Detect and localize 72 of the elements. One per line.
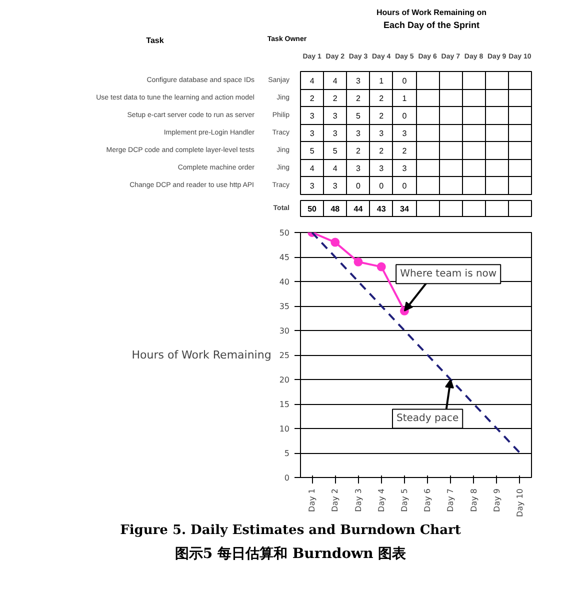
data-label: 0 xyxy=(402,182,408,191)
text: 图示5 每日估算和 Burndown 图表 xyxy=(174,546,408,563)
x-tick-label: Day 2 xyxy=(330,488,340,512)
x-tick-label: Day 4 xyxy=(376,488,386,512)
y-tick-label: 10 xyxy=(279,424,290,434)
data-label: 0 xyxy=(379,182,384,191)
y-axis-title: Task xyxy=(145,35,165,46)
chart-title: Hours of Work Remaining on xyxy=(375,7,488,18)
data-label: 4 xyxy=(310,164,315,174)
data-label: 1 xyxy=(402,94,408,103)
data-label: 3 xyxy=(310,182,315,191)
data-label: 48 xyxy=(330,204,340,214)
data-label: 5 xyxy=(332,146,338,156)
data-label: 50 xyxy=(308,204,318,214)
y-tick-label: 35 xyxy=(279,302,290,311)
x-tick-label: Day 5 xyxy=(400,488,409,512)
data-label: 5 xyxy=(310,146,315,156)
data-label: 3 xyxy=(356,164,362,174)
data-label: 3 xyxy=(379,129,384,138)
data-label: 3 xyxy=(402,129,408,138)
data-label: 3 xyxy=(402,164,408,174)
data-label: 4 xyxy=(332,76,338,86)
data-label: 0 xyxy=(402,111,408,120)
x-tick-label: Day 10 xyxy=(515,488,524,518)
data-label: 2 xyxy=(356,146,362,156)
data-label: 3 xyxy=(332,111,338,120)
chart-subtitle: Each Day of the Sprint xyxy=(382,19,481,32)
data-label: 2 xyxy=(402,146,408,156)
x-tick-label: Day 7 xyxy=(446,488,456,512)
x-tick-label: Day 3 xyxy=(354,488,363,512)
x-tick-label: Day 8 xyxy=(469,488,478,512)
data-label: 0 xyxy=(402,76,408,86)
x-tick-label: Day 6 xyxy=(423,488,432,512)
data-label: 5 xyxy=(356,111,362,120)
y-tick-label: 50 xyxy=(279,228,290,238)
y-tick-label: 30 xyxy=(279,326,290,336)
y-tick-label: 0 xyxy=(284,474,290,482)
y-tick-label: 15 xyxy=(279,400,290,409)
data-label: 4 xyxy=(310,76,315,86)
data-label: 3 xyxy=(310,111,315,120)
annotation: Steady pace xyxy=(396,413,459,424)
data-label: 3 xyxy=(379,164,384,174)
x-tick-label: Day 1 xyxy=(308,488,317,512)
x-tick-label: Day 9 xyxy=(492,488,502,512)
data-label: 2 xyxy=(310,94,315,103)
annotation: Where team is now xyxy=(400,268,497,280)
data-label: 2 xyxy=(379,94,384,103)
caption: Figure 5. Daily Estimates and Burndown Chart xyxy=(119,523,462,539)
data-label: 3 xyxy=(332,182,338,191)
y-tick-label: 25 xyxy=(279,351,290,360)
data-label: 2 xyxy=(332,94,338,103)
y-tick-label: 45 xyxy=(279,253,290,262)
y-axis-title: Hours of Work Remaining xyxy=(132,348,272,362)
y-tick-label: 40 xyxy=(279,278,290,286)
data-label: 0 xyxy=(356,182,362,191)
data-label: 43 xyxy=(376,204,386,214)
y-tick-label: 5 xyxy=(284,449,290,458)
y-tick-label: 20 xyxy=(279,376,290,384)
data-label: 4 xyxy=(332,164,338,174)
data-label: 3 xyxy=(356,129,362,138)
point xyxy=(376,262,386,272)
data-label: 2 xyxy=(379,111,384,120)
data-label: 2 xyxy=(379,146,384,156)
point xyxy=(330,238,340,247)
data-label: 44 xyxy=(354,204,364,214)
data-label: 1 xyxy=(379,76,384,86)
data-label: 2 xyxy=(356,94,362,103)
data-label: 3 xyxy=(356,76,362,86)
data-label: 3 xyxy=(310,129,315,138)
data-label: 3 xyxy=(332,129,338,138)
point xyxy=(354,257,363,266)
data-label: 34 xyxy=(400,204,410,214)
